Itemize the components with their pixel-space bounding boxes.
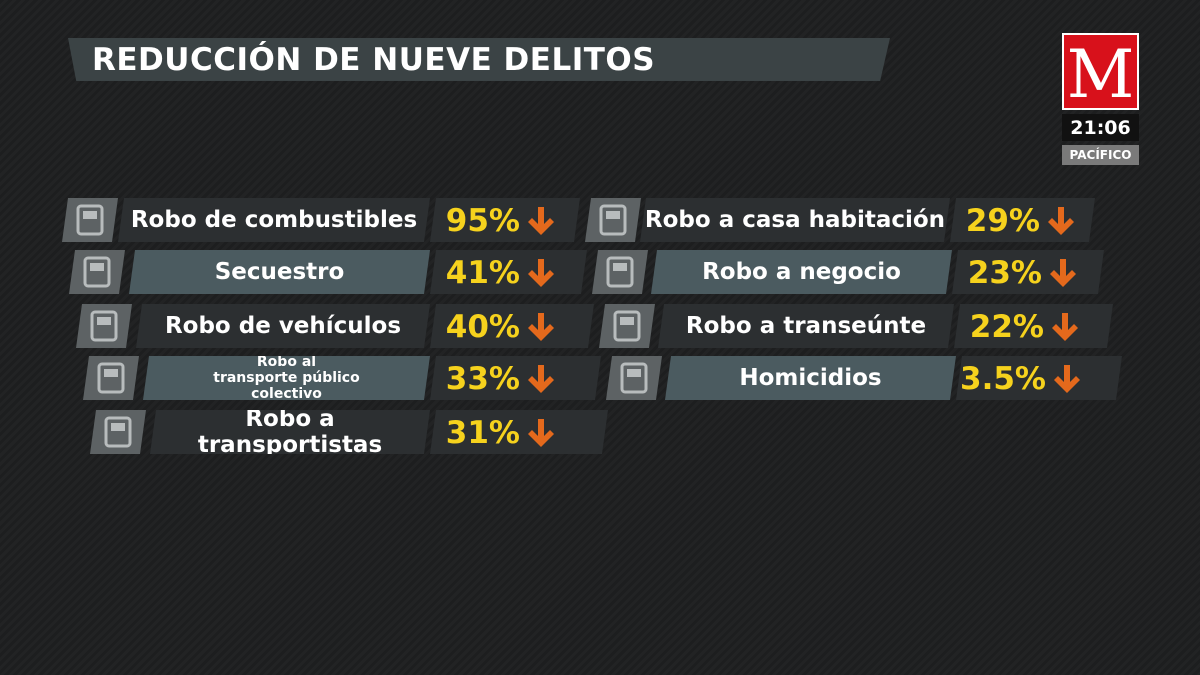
value-box: [430, 304, 594, 348]
crime-icon: [76, 304, 132, 348]
value-box: [430, 198, 580, 242]
time-zone: PACÍFICO: [1062, 145, 1139, 165]
percentage: 22%: [969, 309, 1044, 345]
value-box: [430, 250, 587, 294]
value-box: [956, 356, 1122, 400]
percentage: 3.5%: [960, 361, 1046, 397]
down-arrow: [1054, 363, 1080, 393]
down-arrow: [528, 257, 554, 287]
clock: 21:06: [1062, 114, 1139, 141]
crime-icon: [62, 198, 118, 242]
percentage: 31%: [445, 415, 520, 451]
down-arrow: [1050, 257, 1076, 287]
crime-label: Robo a transeúnte: [658, 304, 954, 348]
crime-label: Homicidios: [665, 356, 956, 400]
percentage: 33%: [445, 361, 520, 397]
crime-label: Secuestro: [129, 250, 430, 294]
crime-label: Robo de vehículos: [136, 304, 430, 348]
crime-icon: [90, 410, 146, 454]
crime-icon: [69, 250, 125, 294]
value-box: [430, 410, 608, 454]
down-arrow: [1048, 205, 1074, 235]
crime-label: Robo al transporte público colectivo: [143, 356, 430, 400]
down-arrow: [528, 417, 554, 447]
down-arrow: [528, 311, 554, 341]
down-arrow: [1052, 311, 1078, 341]
percentage: 95%: [445, 203, 520, 239]
logo: M: [1062, 33, 1139, 113]
value-box: [952, 250, 1104, 294]
down-arrow: [528, 205, 554, 235]
percentage: 41%: [445, 255, 520, 291]
crime-icon: [592, 250, 648, 294]
crime-label: Robo a casa habitación: [640, 198, 950, 242]
crime-label: Robo de combustibles: [118, 198, 430, 242]
title: REDUCCIÓN DE NUEVE DELITOS: [92, 42, 656, 78]
crime-icon: [599, 304, 655, 348]
crime-icon: [83, 356, 139, 400]
title-band: [68, 38, 890, 81]
crime-icon: [585, 198, 641, 242]
percentage: 40%: [445, 309, 520, 345]
crime-label: Robo a transportistas: [150, 410, 430, 454]
percentage: 29%: [965, 203, 1040, 239]
down-arrow: [528, 363, 554, 393]
percentage: 23%: [967, 255, 1042, 291]
value-box: [430, 356, 601, 400]
value-box: [954, 304, 1113, 348]
crime-label: Robo a negocio: [651, 250, 952, 294]
crime-icon: [606, 356, 662, 400]
